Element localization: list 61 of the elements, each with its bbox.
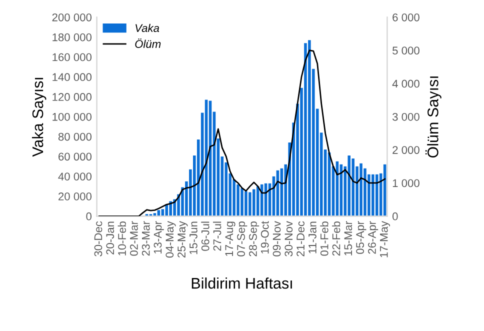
y-tick-label: 80 000	[58, 132, 92, 141]
x-tick-label: 17-Aug	[225, 222, 236, 256]
x-tick-label: 22-Feb	[332, 221, 340, 256]
bar	[248, 192, 252, 216]
y-tick-label: 20 000	[58, 192, 92, 200]
x-tick-label: 17-May	[380, 221, 390, 258]
legend-label: Vaka	[136, 24, 160, 32]
x-tick-label: 15-Mar	[344, 221, 352, 256]
y-tick-label: 100 000	[52, 112, 92, 121]
x-tick-label: 15-Jun	[190, 222, 198, 254]
y2-tick-label: 4 000	[392, 80, 420, 88]
x-tick-label: 10-Feb	[118, 221, 126, 256]
x-tick-label: 07-Sep	[237, 221, 248, 256]
legend-label: Ölüm	[135, 38, 161, 48]
bar	[169, 201, 172, 216]
bar	[375, 174, 378, 216]
y2-axis-title: Ölüm Sayısı	[425, 76, 442, 158]
x-axis-title: Bildirim Haftası	[192, 277, 292, 289]
bar	[360, 163, 362, 216]
y2-tick-label: 3 000	[392, 112, 420, 121]
y2-tick-label: 0	[392, 212, 398, 220]
x-tick-label: 05-Apr	[356, 221, 366, 254]
bar	[352, 158, 354, 216]
y2-tick-label: 5 000	[392, 46, 420, 55]
bar	[304, 43, 307, 216]
y-tick-label: 60 000	[58, 152, 92, 161]
y-tick-label: 140 000	[52, 73, 92, 82]
x-tick-label: 11-Jan	[308, 222, 316, 254]
x-tick-label: 27-Jul	[213, 222, 222, 251]
y-tick-label: 40 000	[58, 172, 92, 180]
x-tick-label: 28-Sep	[249, 221, 260, 256]
y-axis-title: Vaka Sayısı	[32, 78, 46, 157]
y2-tick-label: 6 000	[392, 13, 420, 22]
x-tick-label: 26-Apr	[368, 221, 378, 254]
y-tick-label: 200 000	[52, 13, 92, 22]
y-tick-label: 180 000	[52, 33, 92, 42]
bar	[348, 155, 351, 216]
bar	[372, 174, 374, 216]
x-tick-label: 04-May	[166, 221, 176, 258]
x-tick-label: 02-Mar	[130, 221, 138, 256]
bar	[244, 191, 248, 216]
bar	[308, 40, 311, 216]
bar	[240, 188, 244, 216]
x-tick-label: 09-Nov	[272, 221, 281, 256]
x-tick-label: 20-Jan	[106, 222, 114, 254]
bar	[252, 189, 256, 216]
y-tick-label: 0	[86, 212, 92, 220]
y2-tick-label: 1 000	[392, 179, 420, 188]
x-tick-label: 30-Nov	[284, 221, 293, 256]
x-tick-label: 25-May	[178, 221, 188, 258]
bar	[256, 186, 260, 216]
x-tick-label: 06-Jul	[201, 222, 210, 251]
x-tick-label: 30-Dec	[94, 221, 102, 256]
x-tick-label: 01-Feb	[320, 221, 328, 256]
x-tick-label: 23-Mar	[142, 221, 150, 256]
y-tick-label: 120 000	[52, 93, 92, 101]
y2-tick-label: 2 000	[392, 146, 420, 154]
y-tick-label: 160 000	[52, 53, 92, 62]
x-tick-label: 13-Apr	[154, 221, 164, 254]
x-tick-label: 21-Dec	[296, 221, 304, 256]
x-tick-label: 19-Oct	[260, 221, 269, 254]
